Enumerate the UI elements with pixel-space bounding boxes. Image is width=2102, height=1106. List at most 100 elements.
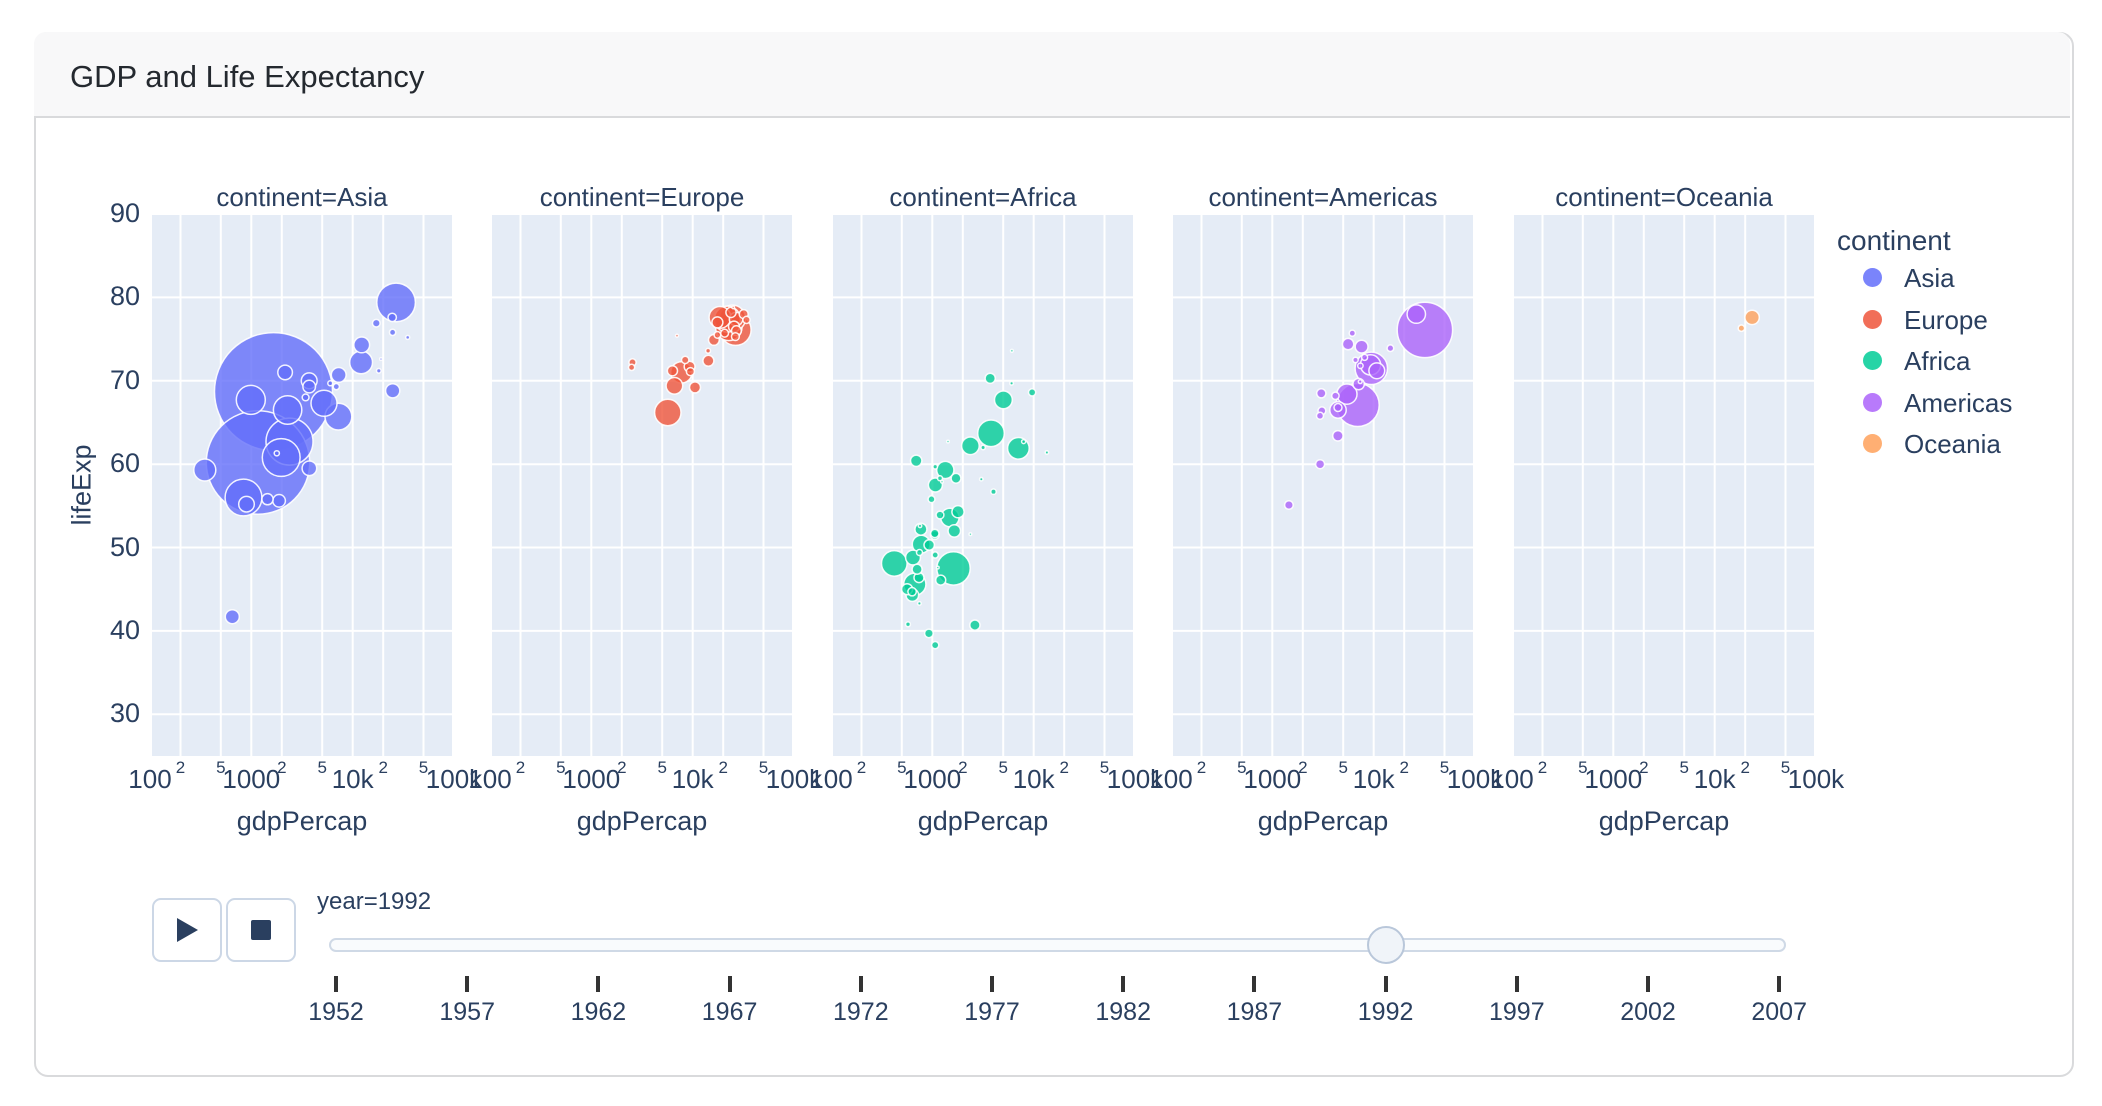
facet-plot-africa[interactable]	[831, 214, 1135, 756]
bubble[interactable]	[916, 600, 922, 606]
bubble[interactable]	[932, 463, 939, 470]
bubble[interactable]	[927, 477, 944, 493]
bubble[interactable]	[388, 328, 397, 337]
bubble[interactable]	[702, 354, 715, 368]
bubble[interactable]	[1356, 362, 1364, 370]
bubble[interactable]	[685, 366, 696, 377]
bubble[interactable]	[923, 539, 936, 551]
bubble[interactable]	[1044, 450, 1050, 455]
bubble[interactable]	[947, 523, 962, 538]
bubble[interactable]	[980, 444, 987, 451]
bubble[interactable]	[1315, 411, 1325, 421]
bubble[interactable]	[711, 316, 724, 329]
bubble[interactable]	[627, 363, 636, 372]
bubble[interactable]	[327, 380, 334, 387]
bubble[interactable]	[261, 492, 274, 506]
bubble[interactable]	[277, 364, 294, 381]
bubble[interactable]	[993, 390, 1014, 410]
bubble[interactable]	[1737, 324, 1746, 333]
bubble[interactable]	[261, 437, 301, 478]
bubble[interactable]	[301, 393, 310, 402]
bubble[interactable]	[224, 608, 241, 625]
legend-item-europe[interactable]: Europe	[1863, 304, 2023, 338]
slider-year-label[interactable]: 1952	[308, 998, 364, 1026]
bubble[interactable]	[704, 347, 712, 354]
bubble[interactable]	[984, 372, 997, 385]
slider-year-label[interactable]: 2002	[1620, 998, 1676, 1026]
legend-item-oceania[interactable]: Oceania	[1863, 428, 2023, 462]
bubble[interactable]	[927, 495, 936, 504]
bubble[interactable]	[915, 548, 924, 557]
slider-year-label[interactable]: 2007	[1751, 998, 1807, 1026]
bubble[interactable]	[1009, 348, 1015, 353]
bubble[interactable]	[1331, 429, 1344, 442]
bubble[interactable]	[235, 384, 267, 416]
slider-year-label[interactable]: 1987	[1226, 998, 1283, 1026]
bubble[interactable]	[951, 504, 965, 519]
bubble[interactable]	[1352, 356, 1359, 364]
bubble[interactable]	[978, 476, 984, 482]
play-button[interactable]	[152, 898, 222, 962]
bubble[interactable]	[1341, 337, 1355, 351]
bubble[interactable]	[960, 436, 980, 456]
bubble[interactable]	[302, 379, 317, 394]
bubble[interactable]	[653, 398, 682, 427]
slider-year-label[interactable]: 1967	[701, 998, 758, 1026]
bubble[interactable]	[371, 318, 381, 328]
bubble[interactable]	[272, 395, 303, 425]
bubble[interactable]	[742, 315, 751, 325]
bubble[interactable]	[674, 333, 680, 338]
bubble[interactable]	[976, 419, 1006, 448]
bubble[interactable]	[1333, 402, 1343, 413]
bubble[interactable]	[1357, 378, 1363, 385]
bubble[interactable]	[911, 563, 923, 575]
bubble[interactable]	[934, 574, 947, 586]
legend-item-asia[interactable]: Asia	[1863, 262, 2023, 296]
stop-button[interactable]	[226, 898, 296, 962]
bubble[interactable]	[939, 479, 945, 484]
bubble[interactable]	[923, 628, 934, 639]
bubble[interactable]	[1314, 458, 1326, 470]
bubble[interactable]	[935, 510, 945, 520]
bubble[interactable]	[1386, 344, 1395, 353]
slider-year-label[interactable]: 1962	[570, 998, 627, 1026]
bubble[interactable]	[1744, 309, 1761, 326]
slider-track[interactable]	[329, 938, 1786, 952]
bubble[interactable]	[713, 330, 722, 339]
bubble[interactable]	[1020, 438, 1027, 445]
bubble[interactable]	[1360, 353, 1369, 362]
bubble[interactable]	[725, 306, 737, 319]
bubble[interactable]	[384, 382, 401, 399]
bubble[interactable]	[1348, 329, 1357, 338]
legend-item-americas[interactable]: Americas	[1863, 387, 2023, 421]
bubble[interactable]	[909, 454, 923, 468]
bubble[interactable]	[237, 495, 256, 513]
bubble[interactable]	[272, 493, 287, 508]
bubble[interactable]	[375, 367, 382, 374]
bubble[interactable]	[665, 376, 684, 395]
slider-year-label[interactable]: 1972	[832, 998, 889, 1026]
bubble[interactable]	[404, 334, 411, 341]
bubble[interactable]	[332, 382, 341, 391]
slider-year-label[interactable]: 1957	[439, 998, 495, 1026]
bubble[interactable]	[931, 551, 940, 559]
bubble[interactable]	[1027, 388, 1037, 397]
bubble[interactable]	[917, 523, 923, 529]
bubble[interactable]	[1009, 380, 1015, 386]
bubble[interactable]	[1354, 339, 1369, 354]
bubble[interactable]	[378, 357, 384, 362]
facet-plot-americas[interactable]	[1171, 214, 1475, 756]
facet-plot-oceania[interactable]	[1512, 214, 1816, 756]
bubble[interactable]	[904, 621, 912, 628]
bubble[interactable]	[1283, 499, 1294, 511]
slider-year-label[interactable]: 1982	[1095, 998, 1151, 1026]
bubble[interactable]	[680, 355, 690, 365]
bubble[interactable]	[688, 381, 702, 394]
bubble[interactable]	[376, 282, 417, 323]
facet-plot-asia[interactable]	[150, 214, 454, 756]
slider-handle[interactable]	[1366, 926, 1405, 964]
bubble[interactable]	[387, 312, 398, 323]
bubble[interactable]	[969, 619, 981, 631]
bubble[interactable]	[1406, 304, 1427, 325]
bubble[interactable]	[666, 364, 679, 377]
